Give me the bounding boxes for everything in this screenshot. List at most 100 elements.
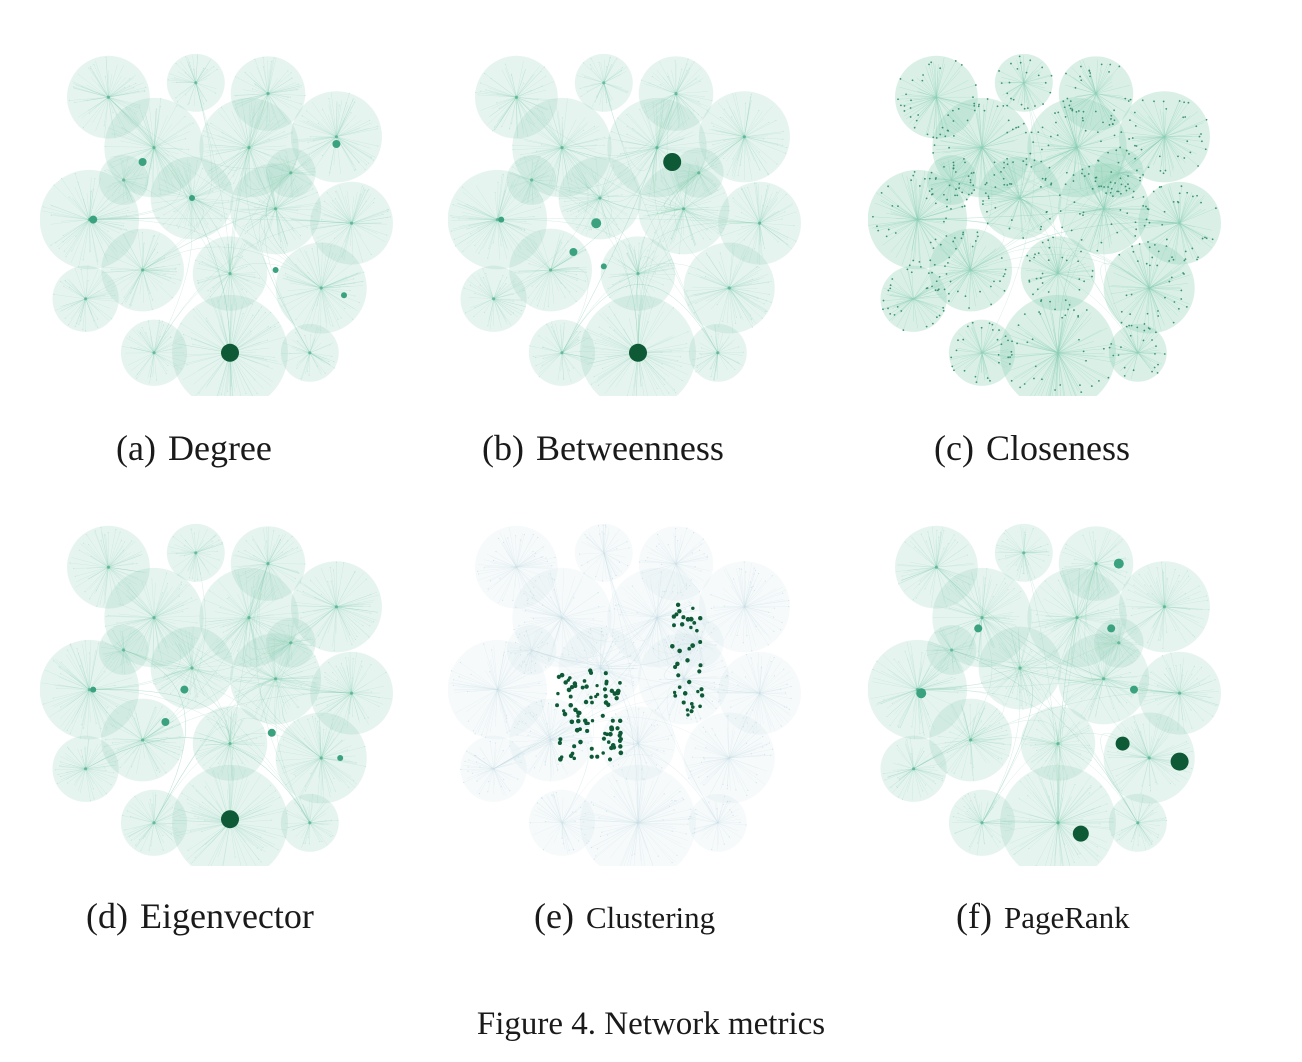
- link-edge: [550, 197, 612, 271]
- node: [568, 370, 570, 372]
- edge: [198, 273, 231, 283]
- node: [164, 274, 166, 276]
- node: [749, 314, 752, 316]
- node: [519, 290, 521, 292]
- edge: [295, 332, 310, 353]
- edge: [917, 172, 932, 220]
- node: [223, 246, 225, 248]
- node: [201, 167, 204, 169]
- node: [660, 210, 663, 212]
- edge: [182, 68, 196, 83]
- edge: [975, 352, 983, 377]
- edge: [228, 147, 250, 174]
- node: [129, 78, 131, 80]
- edge: [717, 352, 739, 363]
- edge: [311, 136, 337, 154]
- edge: [546, 127, 563, 148]
- edge: [531, 166, 542, 181]
- link-edge: [229, 147, 250, 274]
- node: [664, 249, 666, 251]
- edge: [123, 177, 147, 181]
- edge: [511, 75, 517, 98]
- edge: [1057, 351, 1084, 353]
- edge: [1057, 323, 1083, 353]
- link-edge: [663, 172, 699, 210]
- edge: [1095, 93, 1104, 123]
- hub-node: [498, 216, 505, 223]
- edge: [203, 130, 250, 148]
- edge: [229, 242, 235, 274]
- edge: [675, 93, 708, 107]
- edge: [153, 352, 182, 370]
- edge: [516, 66, 545, 98]
- edge: [290, 172, 311, 185]
- node: [464, 312, 467, 314]
- edge: [269, 208, 276, 232]
- node: [533, 123, 535, 125]
- node: [541, 364, 543, 366]
- edge: [917, 97, 937, 119]
- node: [64, 317, 66, 319]
- edge: [233, 93, 269, 103]
- edge: [561, 117, 563, 148]
- edge: [936, 97, 941, 126]
- edge: [945, 122, 983, 148]
- edge: [637, 273, 655, 284]
- edge: [183, 197, 193, 223]
- node: [742, 258, 744, 260]
- edge: [267, 93, 287, 123]
- edge: [1076, 147, 1125, 156]
- edge: [653, 93, 677, 117]
- node: [133, 112, 136, 114]
- edge: [252, 93, 269, 120]
- edge: [108, 97, 138, 115]
- edge: [240, 147, 250, 176]
- edge: [290, 171, 315, 173]
- edge: [452, 217, 498, 220]
- edge: [153, 352, 167, 374]
- node: [609, 235, 611, 237]
- edge: [1023, 82, 1032, 96]
- edge: [1034, 352, 1059, 396]
- node: [720, 231, 722, 234]
- node: [185, 170, 187, 172]
- edge: [656, 138, 684, 148]
- node: [122, 127, 124, 129]
- node: [732, 197, 734, 199]
- edge: [603, 82, 611, 102]
- edge: [1103, 208, 1149, 210]
- edge: [516, 71, 542, 98]
- edge: [656, 147, 670, 196]
- edge: [267, 83, 299, 94]
- edge: [637, 237, 645, 274]
- edge: [744, 111, 763, 137]
- edge: [574, 171, 601, 199]
- edge: [759, 190, 781, 224]
- edge: [1144, 287, 1150, 324]
- node: [145, 86, 147, 89]
- edge: [1179, 199, 1199, 224]
- edge: [603, 82, 627, 94]
- edge: [68, 196, 90, 220]
- edge: [516, 68, 526, 98]
- edge: [981, 352, 1006, 357]
- node: [243, 243, 245, 246]
- node: [109, 164, 111, 166]
- edge: [1006, 158, 1021, 199]
- edge: [482, 219, 498, 250]
- edge: [560, 329, 563, 353]
- edge: [981, 352, 986, 381]
- edge: [632, 147, 658, 172]
- node: [673, 389, 676, 391]
- edge: [142, 269, 144, 303]
- node: [609, 105, 611, 107]
- edge: [675, 77, 681, 94]
- edge: [497, 219, 536, 238]
- edge: [248, 129, 278, 148]
- edge: [1068, 109, 1078, 148]
- node: [236, 187, 238, 189]
- node: [781, 144, 784, 146]
- edge: [531, 179, 544, 182]
- edge: [892, 298, 914, 308]
- node: [314, 171, 316, 173]
